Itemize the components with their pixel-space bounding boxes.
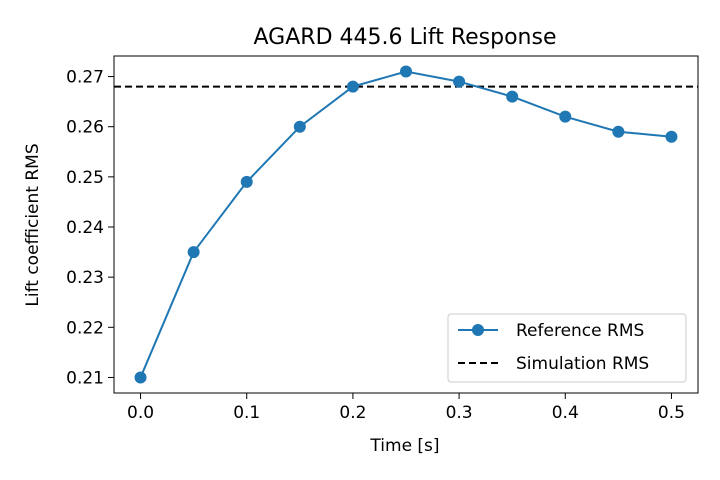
y-tick-label: 0.27: [66, 68, 104, 88]
legend-simulation-label: Simulation RMS: [516, 354, 649, 374]
reference-rms-point: [134, 371, 147, 384]
reference-rms-point: [187, 246, 200, 259]
legend-box: [447, 313, 687, 383]
y-tick-label: 0.23: [66, 268, 104, 288]
reference-rms-point: [400, 65, 412, 78]
reference-rms-point: [346, 80, 359, 93]
y-tick-label: 0.21: [66, 368, 104, 388]
x-tick-label: 0.5: [658, 403, 685, 423]
y-tick-label: 0.25: [66, 168, 104, 188]
x-axis-label: Time [s]: [369, 436, 439, 456]
reference-rms-point: [293, 120, 306, 133]
y-tick-label: 0.26: [66, 118, 104, 138]
axes: 0.0 0.1 0.2 0.3 0.4 0.5 0.21 0.22 0.23 0.24 0.25 0.…: [66, 55, 699, 423]
reference-rms-point: [612, 125, 625, 138]
legend-reference-label: Reference RMS: [516, 321, 644, 341]
y-tick-label: 0.22: [66, 318, 104, 338]
axes-frame: [113, 55, 699, 394]
x-tick-label: 0.4: [552, 403, 579, 423]
legend-reference-marker: [472, 324, 484, 336]
reference-rms-point: [506, 90, 519, 103]
reference-rms-point: [559, 110, 572, 123]
reference-rms-point: [665, 130, 678, 143]
reference-rms-point: [453, 75, 466, 88]
x-tick-label: 0.2: [339, 403, 366, 423]
reference-rms-point: [240, 175, 253, 188]
x-tick-label: 0.0: [127, 403, 154, 423]
legend: Reference RMS Simulation RMS: [447, 313, 687, 383]
x-tick-label: 0.3: [446, 403, 473, 423]
x-tick-label: 0.1: [233, 403, 260, 423]
y-axis-label: Lift coefficient RMS: [23, 143, 43, 306]
chart-title: AGARD 445.6 Lift Response: [254, 25, 557, 50]
plot-area: [114, 65, 698, 384]
y-tick-label: 0.24: [66, 218, 104, 238]
